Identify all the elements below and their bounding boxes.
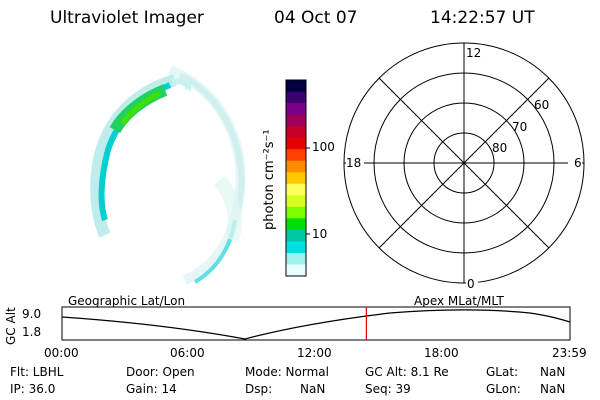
door-status: Door: Open — [126, 365, 195, 379]
lat-label-70: 70 — [512, 120, 528, 134]
colorbar-tick-100: 100 — [312, 140, 335, 154]
instrument-title: Ultraviolet Imager — [50, 8, 204, 28]
colorbar-cell — [286, 160, 306, 173]
seq-status: Seq: 39 — [365, 382, 411, 396]
gain-status: Gain: 14 — [126, 382, 177, 396]
time-tick-0600: 06:00 — [170, 346, 205, 360]
geographic-caption: Geographic Lat/Lon — [68, 294, 186, 308]
filter-status: Flt: LBHL — [10, 365, 64, 379]
time-tick-1800: 18:00 — [424, 346, 459, 360]
glon-value: NaN — [540, 382, 566, 396]
colorbar-cell — [286, 195, 306, 208]
time-tick-0000: 00:00 — [44, 346, 79, 360]
altitude-curve — [61, 309, 571, 340]
altitude-axis-title: GC Alt — [4, 307, 18, 345]
apex-caption: Apex MLat/MLT — [414, 294, 504, 308]
polar-grid — [343, 42, 585, 292]
dsp-value: NaN — [300, 382, 326, 396]
colorbar-cell — [286, 172, 306, 185]
time-tick-1200: 12:00 — [297, 346, 332, 360]
mlt-label-6: 6 — [574, 156, 582, 170]
colorbar-cell — [286, 241, 306, 254]
glon-label: GLon: — [486, 382, 521, 396]
colorbar-cell — [286, 114, 306, 127]
colorbar-unit-label: photon cm⁻²s⁻¹ — [262, 129, 277, 230]
altitude-tick-high: 9.0 — [22, 307, 42, 321]
colorbar-cell — [286, 126, 306, 139]
glat-label: GLat: — [486, 365, 519, 379]
colorbar-cell — [286, 264, 306, 277]
colorbar-cell — [286, 80, 306, 93]
time-tick-2359: 23:59 — [552, 346, 587, 360]
lat-label-80: 80 — [492, 141, 508, 155]
altitude-tick-low: 1.8 — [22, 325, 42, 339]
colorbar-cell — [286, 137, 306, 150]
colorbar-cell — [286, 149, 306, 162]
ip-status: IP: 36.0 — [10, 382, 56, 396]
lat-label-60: 60 — [534, 98, 550, 112]
mlt-label-0: 0 — [467, 277, 475, 291]
gc-alt-status: GC Alt: 8.1 Re — [365, 365, 449, 379]
auroral-oval — [90, 65, 246, 285]
mode-status: Mode: Normal — [245, 365, 329, 379]
colorbar-cell — [286, 183, 306, 196]
date-label: 04 Oct 07 — [274, 8, 358, 28]
colorbar-cell — [286, 218, 306, 231]
colorbar-cell — [286, 252, 306, 265]
dsp-label: Dsp: — [245, 382, 273, 396]
colorbar-cell — [286, 206, 306, 219]
colorbar-tick-10: 10 — [312, 227, 328, 241]
colorbar-cell — [286, 103, 306, 116]
time-label: 14:22:57 UT — [430, 8, 535, 28]
altitude-plot — [61, 306, 571, 341]
color-bar — [285, 79, 310, 277]
colorbar-cell — [286, 229, 306, 242]
mlt-label-18: 18 — [346, 156, 362, 170]
mlt-label-12: 12 — [466, 46, 482, 60]
auroral-image — [90, 65, 246, 285]
colorbar-cell — [286, 91, 306, 104]
glat-value: NaN — [540, 365, 566, 379]
